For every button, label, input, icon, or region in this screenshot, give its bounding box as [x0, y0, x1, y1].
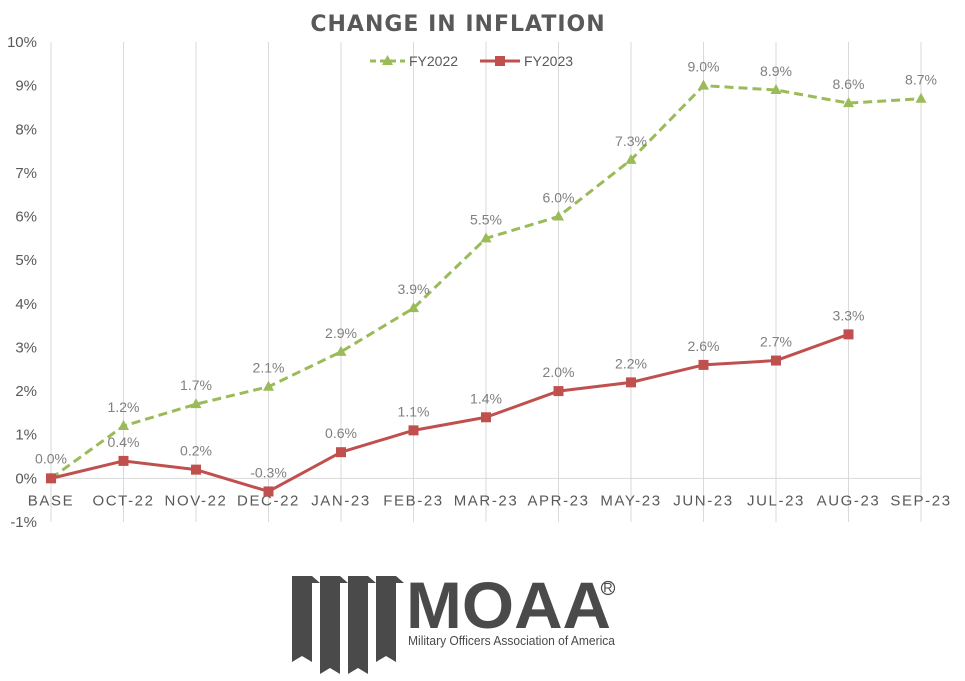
data-point-fy2023: [771, 355, 781, 366]
data-label-fy2022: 8.7%: [905, 72, 937, 88]
data-point-fy2023: [336, 447, 346, 458]
data-point-fy2023: [408, 425, 419, 436]
data-point-fy2023: [698, 359, 709, 370]
data-label-fy2022: 6.0%: [543, 190, 575, 206]
x-tick-label: NOV-22: [165, 492, 228, 509]
y-tick-label: 10%: [7, 34, 37, 51]
x-tick-label: DEC-22: [237, 492, 300, 509]
x-tick-label: MAY-23: [600, 492, 661, 509]
data-point-fy2022: [843, 97, 854, 108]
y-axis-ticks: -1% 0% 1% 2% 3% 4% 5% 6% 7% 8% 9% 10%: [7, 34, 37, 531]
data-point-fy2022: [335, 345, 347, 356]
data-point-fy2022: [553, 210, 564, 221]
y-tick-label: -1%: [10, 514, 37, 531]
data-point-fy2022: [408, 302, 419, 313]
flag-stripes-icon: [292, 576, 404, 674]
x-tick-label: MAR-23: [454, 492, 519, 509]
data-label-fy2023: 1.4%: [470, 390, 502, 406]
data-point-fy2023: [553, 386, 564, 397]
data-label-fy2023: 0.4%: [108, 434, 140, 450]
data-label-fy2023: 2.2%: [615, 355, 647, 371]
data-labels: 0.0% 1.2% 1.7% 2.1% 2.9% 3.9% 5.5% 6.0% 7.3% 9.0%…: [35, 59, 937, 481]
x-tick-label: JUL-23: [747, 492, 805, 509]
data-label-fy2022: 0.0%: [35, 450, 67, 466]
y-tick-label: 6%: [15, 209, 37, 226]
x-tick-label: FEB-23: [383, 492, 443, 509]
y-tick-label: 1%: [15, 427, 37, 444]
data-point-fy2022: [480, 232, 492, 243]
y-tick-label: 7%: [15, 165, 37, 182]
y-tick-label: 0%: [15, 470, 37, 487]
data-label-fy2023: -0.3%: [250, 464, 287, 480]
y-tick-label: 2%: [15, 383, 37, 400]
data-point-fy2023: [118, 455, 129, 466]
legend: FY2022 FY2023: [370, 53, 573, 69]
x-tick-label: JAN-23: [311, 492, 371, 509]
data-label-fy2022: 5.5%: [470, 211, 502, 227]
legend-label-fy2022: FY2022: [409, 53, 458, 69]
gridlines: [50, 42, 922, 522]
registered-mark-icon: [600, 580, 616, 596]
data-point-fy2022: [915, 92, 927, 103]
data-point-fy2022: [118, 420, 129, 430]
y-tick-label: 5%: [15, 252, 37, 269]
y-tick-label: 3%: [15, 339, 37, 356]
data-point-fy2023: [843, 329, 854, 340]
y-tick-label: 9%: [15, 78, 37, 95]
data-label-fy2023: 0.6%: [325, 425, 357, 441]
data-label-fy2022: 2.1%: [253, 360, 285, 376]
x-axis-ticks: BASE OCT-22 NOV-22 DEC-22 JAN-23 FEB-23 MAR-23…: [28, 492, 951, 509]
legend-item-fy2022: FY2022: [370, 53, 458, 69]
data-label-fy2023: 2.0%: [543, 364, 575, 380]
x-tick-label: APR-23: [527, 492, 589, 509]
legend-label-fy2023: FY2023: [524, 53, 573, 69]
data-point-fy2023: [263, 486, 274, 497]
data-label-fy2022: 1.2%: [108, 399, 140, 415]
y-tick-label: 4%: [15, 296, 37, 313]
data-point-fy2023: [626, 377, 636, 388]
data-point-fy2022: [698, 79, 709, 90]
data-label-fy2023: 3.3%: [833, 307, 865, 323]
x-tick-label: JUN-23: [673, 492, 733, 509]
series-layer: [45, 79, 927, 497]
y-tick-label: 8%: [15, 121, 37, 138]
logo-wordmark: MOAA: [406, 570, 611, 642]
data-point-fy2022: [625, 153, 637, 164]
data-label-fy2023: 2.6%: [688, 338, 720, 354]
data-label-fy2022: 3.9%: [398, 281, 430, 297]
registered-letter: R: [603, 580, 612, 595]
x-tick-label: AUG-23: [817, 492, 881, 509]
x-tick-label: OCT-22: [92, 492, 154, 509]
data-label-fy2022: 8.9%: [760, 63, 792, 79]
data-label-fy2022: 8.6%: [833, 76, 865, 92]
data-point-fy2022: [190, 398, 202, 409]
data-point-fy2023: [191, 464, 201, 475]
logo-subtitle: Military Officers Association of America: [408, 634, 615, 648]
data-label-fy2023: 1.1%: [398, 403, 430, 419]
data-point-fy2022: [263, 380, 274, 391]
line-chart: CHANGE IN INFLATION -1% 0% 1% 2% 3% 4% 5% 6% 7% 8…: [7, 12, 951, 531]
square-marker-icon: [495, 56, 505, 66]
legend-item-fy2023: FY2023: [480, 53, 573, 69]
x-tick-label: BASE: [28, 492, 74, 509]
x-tick-label: SEP-23: [890, 492, 951, 509]
data-label-fy2023: 2.7%: [760, 334, 792, 350]
data-label-fy2022: 7.3%: [615, 133, 647, 149]
data-label-fy2022: 9.0%: [688, 59, 720, 75]
data-point-fy2022: [770, 84, 782, 94]
data-point-fy2023: [481, 412, 491, 423]
series-line-fy2023: [50, 332, 850, 493]
moaa-logo: MOAA R Military Officers Association of …: [292, 570, 616, 674]
chart-title: CHANGE IN INFLATION: [310, 12, 605, 37]
triangle-marker-icon: [382, 55, 393, 65]
data-label-fy2023: 0.2%: [180, 443, 212, 459]
data-label-fy2022: 1.7%: [180, 377, 212, 393]
data-point-fy2023: [46, 473, 56, 484]
data-label-fy2022: 2.9%: [325, 325, 357, 341]
